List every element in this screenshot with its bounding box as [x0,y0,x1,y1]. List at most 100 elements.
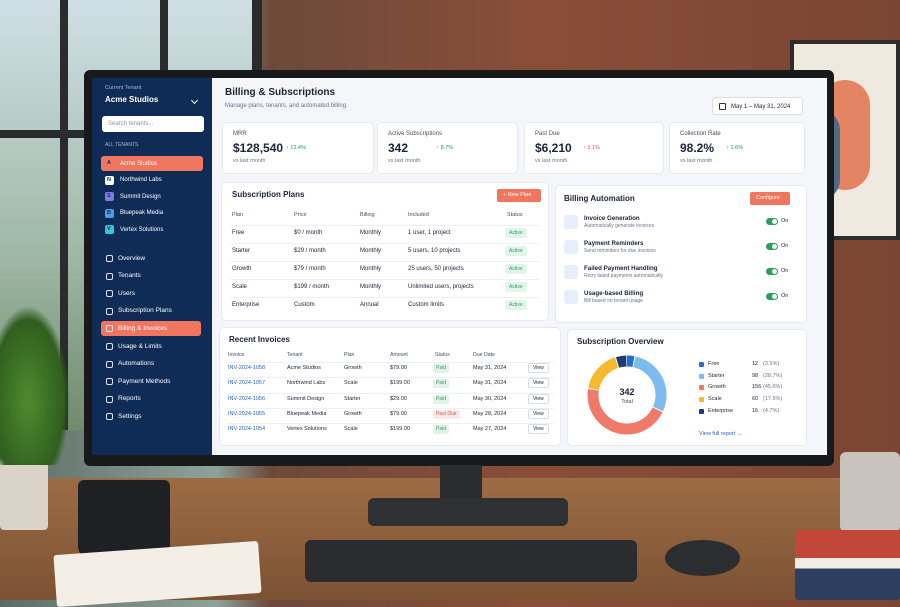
nav-label: Automations [118,360,155,368]
automation-desc: Bill based on tenant usage [584,298,643,304]
monitor-base [368,498,568,526]
legend-name: Enterprise [708,407,734,414]
nav-icon [106,325,113,333]
stat-label: Collection Rate [680,131,721,137]
invoice-link[interactable]: INV-2024-1058 [228,365,265,371]
mug [78,480,170,560]
nav-item[interactable]: Settings [101,409,201,424]
tenant-initial-badge: V [105,225,114,234]
invoice-link[interactable]: INV-2024-1054 [228,426,265,433]
keyboard [305,540,637,582]
automation-desc: Send reminders for due invoices [584,248,656,254]
plans-title: Subscription Plans [232,190,305,199]
tenant-item[interactable]: B Bluepeak Media [101,206,203,221]
legend-value: 16 [752,407,759,414]
tenant-name: Northwind Labs [120,177,162,183]
plan-cell: $199 / month [294,284,330,290]
nav-item[interactable]: Payment Methods [101,374,201,389]
tenant-initial-badge: B [105,208,114,218]
toggle[interactable] [766,293,778,300]
tenant-initial: A [107,160,111,166]
row-divider [226,392,554,394]
automation-icon [564,290,578,304]
invoice-cell: May 30, 2024 [473,395,507,402]
invoice-cell: Northwind Labs [287,380,326,387]
nav-item[interactable]: Subscription Plans [101,304,201,319]
status-badge: Active [505,282,527,292]
automation-desc: Automatically generate invoices [584,223,655,229]
automation-desc: Retry failed payments automatically [584,273,663,279]
nav-item[interactable]: Overview [101,251,201,266]
nav-item[interactable]: Reports [101,392,201,407]
donut-total: 342 [619,387,635,397]
status-badge: Active [505,228,527,238]
toggle[interactable] [766,218,778,225]
invoice-cell: $29.00 [390,395,407,402]
tenant-name[interactable]: Acme Studios [105,95,159,104]
invoice-link[interactable]: INV-2024-1055 [228,410,265,417]
automation-title: Billing Automation [564,194,635,203]
toggle-state: On [781,243,789,249]
row-divider [226,362,554,363]
date-range-picker[interactable]: May 1 – May 31, 2024 [712,97,803,115]
toggle[interactable] [766,243,778,250]
plans-column-header: Price [294,212,307,218]
nav-item[interactable]: Usage & Limits [101,339,201,354]
tenant-item[interactable]: V Vertex Solutions [101,222,203,237]
invoice-cell: Acme Studios [287,365,321,371]
nav-label: Users [118,289,135,297]
tenant-initial-badge: N [105,175,114,185]
view-button[interactable]: View [528,378,549,389]
tenant-name: Bluepeak Media [120,210,164,216]
view-button[interactable]: View [528,363,549,373]
invoice-link[interactable]: INV-2024-1057 [228,380,265,387]
stat-card: Past Due $6,210 ↑ 3.1% vs last month [525,123,663,173]
nav-icon [106,378,113,386]
calendar-icon [719,103,726,110]
toggle-state: On [781,268,789,274]
stat-value: $128,540 [233,141,284,155]
invoice-cell: Scale [344,380,358,387]
nav-item[interactable]: Tenants [101,269,201,284]
nav-label: Payment Methods [118,377,171,385]
legend-value: 98 [752,372,759,379]
donut-chart [587,355,667,435]
configure-button[interactable]: Configure [750,192,790,205]
plan-cell: Custom [294,302,315,308]
view-button[interactable]: View [528,424,549,435]
nav-item[interactable]: Billing & Invoices [101,321,201,337]
legend-share: (28.7%) [763,372,783,379]
search-box[interactable]: Search tenants... [102,116,204,132]
tenant-item[interactable]: N Northwind Labs [101,173,203,188]
tenant-item[interactable]: S Summit Design [101,189,203,204]
nav-item[interactable]: Users [101,286,201,301]
row-divider [230,225,540,226]
plan-cell: $79 / month [294,266,326,272]
plans-column-header: Billing [360,212,375,218]
donut-segment [587,355,667,435]
plan-cell: Free [232,230,245,236]
invoice-cell: May 31, 2024 [473,380,507,387]
toggle[interactable] [766,268,778,275]
view-button[interactable]: View [528,408,549,419]
view-button[interactable]: View [528,393,549,404]
plan-cell: $29 / month [294,248,326,254]
invoice-link[interactable]: INV-2024-1056 [228,395,265,402]
plan-cell: Annual [360,302,379,308]
stat-card: Collection Rate 98.2% ↑ 1.6% vs last month [670,123,804,173]
status-badge: Paid [433,364,450,373]
view-report-link[interactable]: View full report → [699,431,743,437]
plan-cell: Scale [232,284,248,290]
plan-cell: Unlimited users, projects [408,284,474,290]
invoices-column-header: Invoice [228,352,245,358]
nav-icon [106,413,113,421]
status-badge: Active [505,246,527,256]
stat-value: 98.2% [680,141,715,155]
automation-icon [564,215,578,229]
new-plan-button[interactable]: + New Plan [497,189,541,202]
legend-name: Growth [708,384,726,391]
tenant-item[interactable]: A Acme Studios [101,156,203,171]
status-label: Active [509,283,523,290]
invoices-title: Recent Invoices [229,335,290,344]
nav-item[interactable]: Automations [101,357,201,372]
